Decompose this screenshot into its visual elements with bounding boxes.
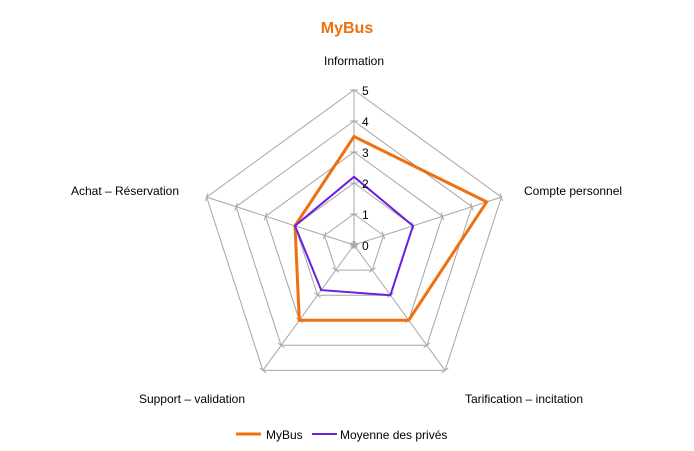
grid-tick: [277, 342, 285, 349]
radar-grid: [204, 89, 504, 374]
grid-tick: [368, 267, 376, 273]
chart-title: MyBus: [321, 20, 374, 37]
grid-tick: [322, 231, 327, 240]
grid-tick: [441, 367, 449, 374]
grid-tick: [263, 212, 268, 221]
grid-tick: [332, 267, 340, 273]
grid-tick: [204, 193, 209, 202]
grid-tick: [314, 292, 322, 298]
axis-label: Compte personnel: [524, 184, 622, 198]
grid-ring: [235, 120, 473, 346]
grid-spoke: [206, 196, 355, 246]
grid-spoke: [262, 244, 355, 371]
radial-tick-label: 5: [362, 84, 369, 98]
axis-label: Information: [324, 54, 384, 68]
radar-series: [293, 134, 489, 322]
legend: MyBus Moyenne des privés: [236, 428, 447, 442]
grid-ring: [323, 213, 385, 271]
axis-label: Tarification – incitation: [465, 392, 583, 406]
grid-spoke: [353, 244, 446, 371]
axis-label: Achat – Réservation: [71, 184, 179, 198]
radial-tick-label: 2: [362, 177, 369, 191]
radial-tick-label: 4: [362, 115, 369, 129]
grid-tick: [259, 367, 267, 374]
series-line-mybus: [293, 134, 489, 322]
series-line-moyenne: [293, 175, 415, 297]
radial-tick-labels: 0 1 2 3 4 5: [362, 84, 369, 253]
grid-tick: [499, 193, 504, 202]
grid-tick: [423, 342, 431, 349]
axis-label: Support – validation: [139, 392, 245, 406]
grid-spoke: [353, 196, 502, 246]
legend-label: Moyenne des privés: [340, 428, 447, 442]
grid-tick: [234, 202, 238, 211]
grid-tick: [381, 231, 386, 240]
axis-labels: Information Compte personnel Tarification …: [71, 54, 622, 406]
legend-label: MyBus: [266, 428, 303, 442]
grid-tick: [440, 212, 445, 221]
grid-ring: [206, 89, 502, 371]
radial-tick-label: 0: [362, 239, 369, 253]
grid-tick: [352, 241, 356, 249]
radial-tick-label: 3: [362, 146, 369, 160]
radial-tick-label: 1: [362, 208, 369, 222]
grid-tick: [470, 202, 474, 211]
